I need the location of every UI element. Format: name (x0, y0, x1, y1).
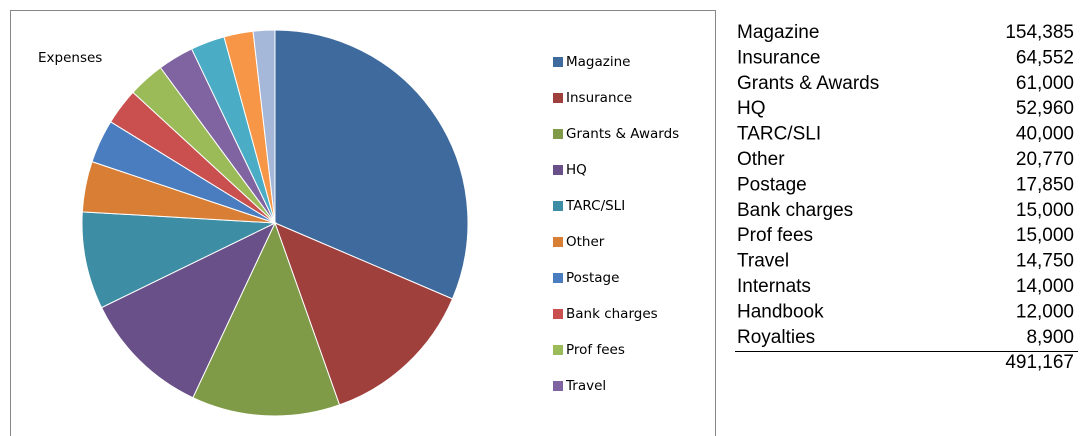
row-label: TARC/SLI (737, 124, 821, 145)
pie-slice (252, 29, 276, 224)
legend-swatch (553, 201, 563, 211)
pie-slice (100, 221, 277, 399)
row-label: Magazine (737, 22, 819, 43)
legend-label: Magazine (566, 54, 630, 70)
legend-label: TARC/SLI (565, 198, 625, 214)
row-label: Prof fees (737, 225, 813, 246)
row-value: 52,960 (1016, 98, 1074, 119)
total-value: 491,167 (1005, 352, 1074, 373)
row-label: Internats (737, 276, 811, 297)
row-label: Grants & Awards (737, 73, 879, 94)
legend-swatch (553, 273, 563, 283)
row-label: Postage (737, 174, 807, 195)
legend-swatch (553, 93, 563, 103)
legend-label: Travel (565, 378, 606, 394)
row-label: Other (737, 149, 785, 170)
table: Magazine 154,385 Insurance 64,552 Grants & A… (735, 22, 1078, 373)
legend-swatch (553, 381, 563, 391)
legend-label: Insurance (566, 90, 632, 106)
row-label: Royalties (737, 327, 815, 348)
row-value: 15,000 (1016, 200, 1074, 221)
chart-title: Expenses (38, 50, 102, 66)
legend-label: Other (566, 234, 605, 250)
row-value: 64,552 (1016, 47, 1074, 68)
row-value: 40,000 (1016, 124, 1074, 145)
row-value: 14,750 (1016, 251, 1074, 272)
legend-swatch (553, 57, 563, 67)
legend-label: Postage (566, 270, 619, 286)
legend-swatch (553, 237, 563, 247)
legend-label: Bank charges (566, 306, 658, 322)
row-value: 154,385 (1005, 22, 1074, 43)
legend-swatch (553, 129, 563, 139)
row-label: HQ (737, 98, 766, 119)
row-label: Insurance (737, 47, 820, 68)
legend-label: Grants & Awards (566, 126, 679, 142)
legend: Magazine Insurance Grants & Awards HQ TARC/S… (553, 54, 679, 394)
legend-swatch (553, 309, 563, 319)
pie-slice (274, 29, 469, 300)
row-value: 15,000 (1016, 225, 1074, 246)
row-label: Handbook (737, 301, 824, 322)
legend-swatch (553, 345, 563, 355)
legend-label: Prof fees (566, 342, 625, 358)
row-value: 20,770 (1016, 149, 1074, 170)
pie-slice (192, 221, 341, 417)
pie (81, 29, 469, 417)
row-label: Travel (737, 251, 789, 272)
legend-swatch (553, 165, 563, 175)
legend-label: HQ (566, 162, 587, 178)
pie-slice (81, 211, 277, 309)
row-value: 17,850 (1016, 174, 1074, 195)
row-value: 61,000 (1016, 73, 1074, 94)
pie-slice (274, 222, 454, 406)
row-label: Bank charges (737, 200, 853, 221)
row-value: 14,000 (1016, 276, 1074, 297)
row-value: 8,900 (1026, 327, 1074, 348)
row-value: 12,000 (1016, 301, 1074, 322)
